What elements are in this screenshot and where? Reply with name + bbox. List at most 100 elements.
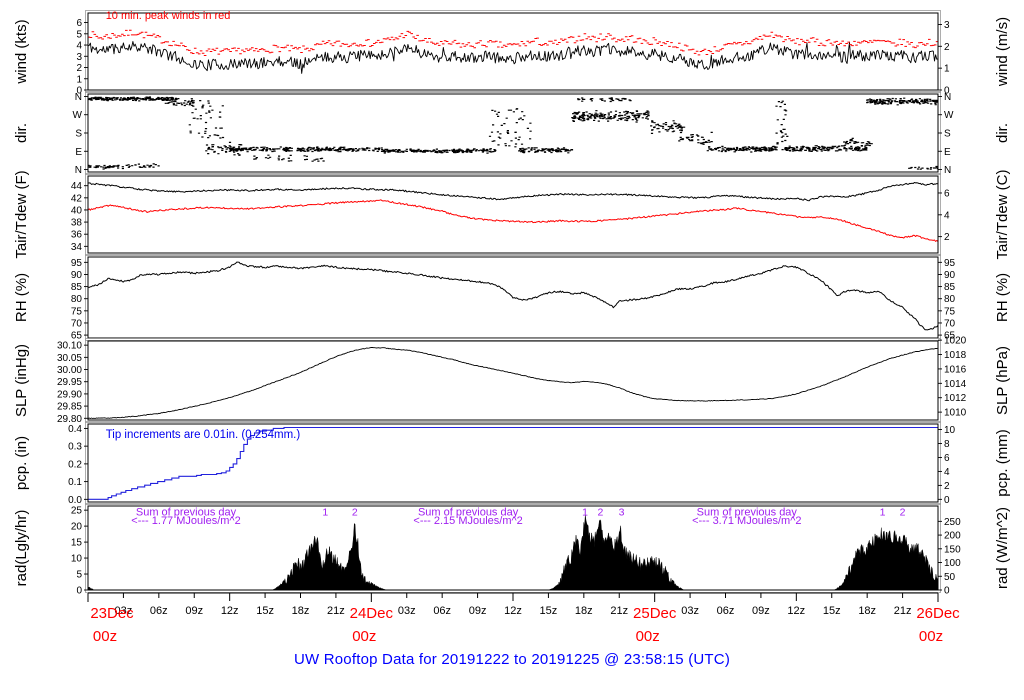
annotation-text: Tip increments are 0.01in. (0.254mm.) <box>106 429 301 441</box>
left-tick-label: 0.2 <box>68 459 82 470</box>
right-axis-title: RH (%) <box>994 273 1011 322</box>
hour-label: 21z <box>610 605 628 617</box>
wind-direction-points <box>88 96 938 170</box>
hour-label: 18z <box>575 605 593 617</box>
left-tick-label: 29.85 <box>57 402 82 413</box>
left-tick-label: 0 <box>76 586 82 597</box>
right-tick-label: 2 <box>944 42 950 53</box>
left-tick-label: 20 <box>71 522 83 533</box>
left-tick-label: 3 <box>76 52 82 63</box>
left-axis-title: wind (kts) <box>13 19 30 84</box>
hour-label: 15z <box>540 605 558 617</box>
left-tick-label: 29.80 <box>57 414 82 425</box>
panel-outer-border <box>85 338 941 423</box>
right-tick-label: 1020 <box>944 336 967 347</box>
chart-title: UW Rooftop Data for 20191222 to 20191225… <box>293 651 731 668</box>
right-tick-label: 0 <box>944 495 950 506</box>
left-tick-label: 0.0 <box>68 495 82 506</box>
left-tick-label: 30.10 <box>57 341 82 352</box>
right-tick-label: 3 <box>944 20 950 31</box>
right-tick-label: 1016 <box>944 364 967 375</box>
right-tick-label: 80 <box>944 294 956 305</box>
left-tick-label: 80 <box>71 294 83 305</box>
annotation-text: <--- 2.15 MJoules/m^2 <box>413 515 522 527</box>
relative-humidity-line <box>88 261 938 331</box>
right-tick-label: S <box>944 129 951 140</box>
left-tick-label: N <box>75 165 82 176</box>
annotation-text: Sum of previous day <box>697 506 798 518</box>
right-tick-label: 8 <box>944 439 950 450</box>
right-axis-title: SLP (hPa) <box>994 346 1011 415</box>
left-tick-label: S <box>75 129 82 140</box>
right-axis-title: wind (m/s) <box>994 17 1011 87</box>
date-label: 25Dec <box>633 605 677 622</box>
dewpoint-line <box>88 199 938 242</box>
annotation-text: 10 min. peak winds in red <box>106 10 231 22</box>
hour-label: 15z <box>823 605 841 617</box>
right-tick-label: 0 <box>944 586 950 597</box>
right-tick-label: 1 <box>944 64 950 75</box>
date-label: 23Dec <box>90 605 134 622</box>
air-temperature-line <box>88 182 938 202</box>
right-tick-label: N <box>944 165 951 176</box>
panel-frame <box>87 423 939 503</box>
left-tick-label: 5 <box>76 29 82 40</box>
right-tick-label: 1018 <box>944 350 967 361</box>
panel-pcp: 0.0 0.1 0.2 0.3 0.4 0 2 4 6 8 10 pcp. (in) pcp. (mm)… <box>13 421 1011 506</box>
left-tick-label: E <box>75 147 82 158</box>
right-tick-label: 1010 <box>944 408 967 419</box>
left-tick-label: N <box>75 92 82 103</box>
left-tick-label: 65 <box>71 331 83 342</box>
left-tick-label: 0.1 <box>68 477 82 488</box>
annotation-text: Sum of previous day <box>418 506 519 518</box>
left-tick-label: 75 <box>71 306 83 317</box>
panel-plot-area <box>88 29 938 74</box>
right-tick-label: 90 <box>944 270 956 281</box>
left-tick-label: 0.3 <box>68 442 82 453</box>
hour-label: 06z <box>717 605 735 617</box>
right-tick-label: W <box>944 110 954 121</box>
hour-label: 12z <box>504 605 522 617</box>
left-tick-label: 2 <box>76 63 82 74</box>
annotation-text: 2 <box>352 507 358 519</box>
peak-wind-dashes <box>88 29 938 56</box>
hour-label: 03z <box>398 605 416 617</box>
hour-label: 03z <box>115 605 133 617</box>
annotation-text: 1 <box>582 507 588 519</box>
hour-label: 18z <box>292 605 310 617</box>
panel-plot-area <box>88 426 938 500</box>
left-tick-label: 70 <box>71 318 83 329</box>
hour-label: 18z <box>858 605 876 617</box>
left-tick-label: 29.95 <box>57 377 82 388</box>
left-tick-label: 38 <box>71 218 83 229</box>
left-axis-title: dir. <box>13 123 30 143</box>
left-tick-label: 0.4 <box>68 424 82 435</box>
left-axis-title: rad(Lgly/hr) <box>13 510 30 587</box>
left-axis-title: pcp. (in) <box>13 436 30 490</box>
date-hour-label: 00z <box>93 628 117 645</box>
hour-label: 21z <box>894 605 912 617</box>
hour-label: 09z <box>185 605 203 617</box>
right-tick-label: 150 <box>944 544 961 555</box>
panel-plot-area <box>88 261 938 331</box>
date-label: 26Dec <box>916 605 960 622</box>
right-tick-label: N <box>944 92 951 103</box>
hour-label: 09z <box>752 605 770 617</box>
hour-label: 06z <box>433 605 451 617</box>
wind-speed-line <box>88 41 938 74</box>
left-tick-label: 85 <box>71 282 83 293</box>
panel-plot-area <box>88 515 938 590</box>
right-tick-label: 2 <box>944 481 950 492</box>
left-tick-label: 6 <box>76 18 82 29</box>
panel-frame <box>87 12 939 91</box>
left-tick-label: 4 <box>76 41 82 52</box>
right-tick-label: 50 <box>944 572 956 583</box>
left-tick-label: 40 <box>71 205 83 216</box>
right-tick-label: 0 <box>944 86 950 97</box>
hour-label: 21z <box>327 605 345 617</box>
date-hour-label: 00z <box>919 628 943 645</box>
